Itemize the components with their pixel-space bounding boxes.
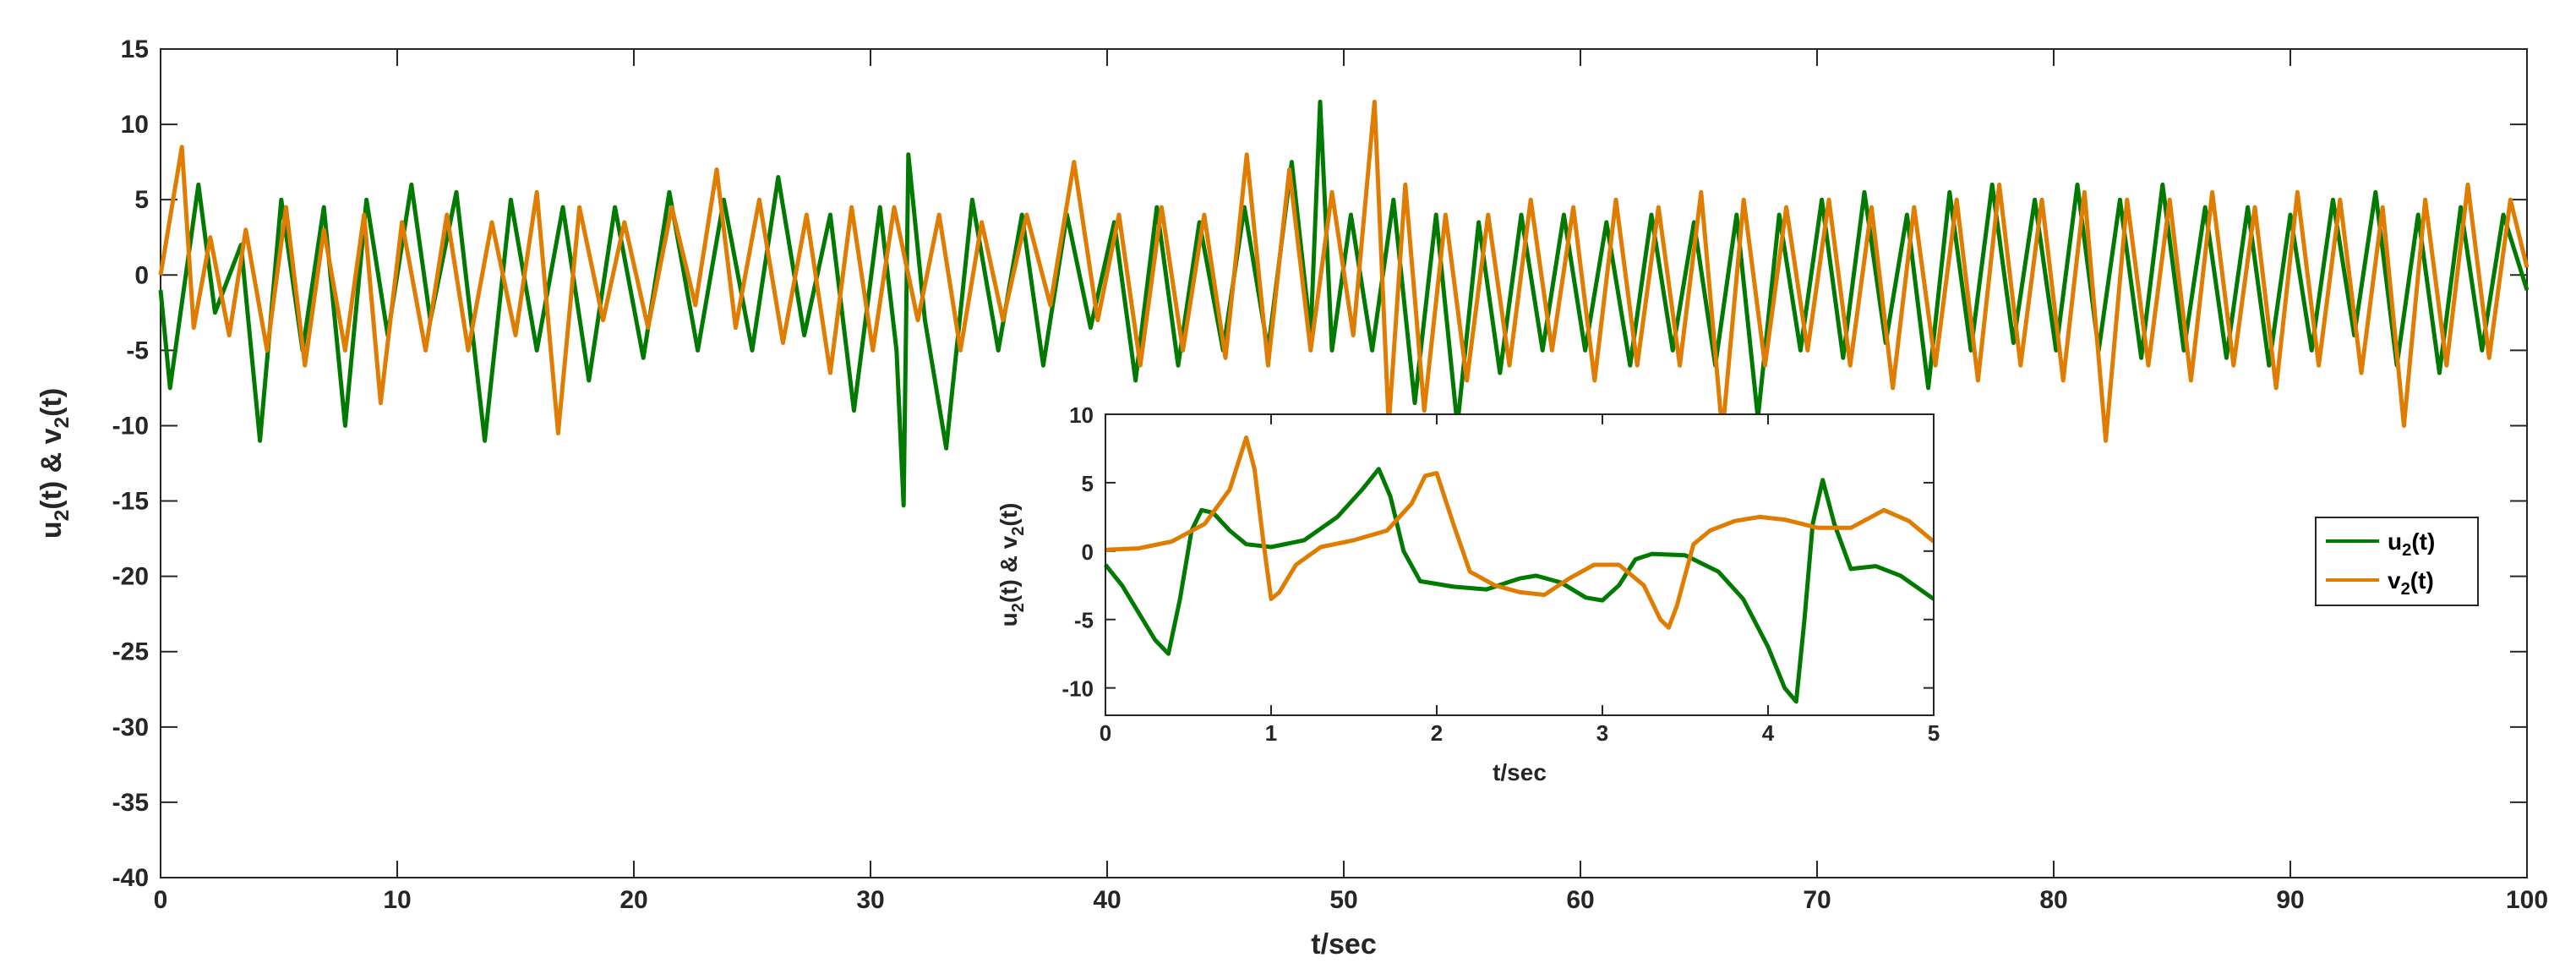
- main-x-tick-label-1: 10: [383, 886, 411, 914]
- main-y-tick-label-2: -30: [112, 714, 149, 741]
- main-x-tick-label-6: 60: [1566, 886, 1594, 914]
- main-x-axis-label: t/sec: [1311, 928, 1377, 960]
- main-y-label-sub1: 2: [51, 510, 74, 522]
- main-y-label-part1: u: [35, 521, 68, 539]
- inset-y-label-part3: (t): [996, 503, 1022, 527]
- inset-series-u2-line: [1104, 467, 1935, 704]
- main-series-u2-line: [158, 99, 2530, 508]
- legend-u2-sub: 2: [2402, 541, 2411, 560]
- inset-y-label-sub2: 2: [1009, 527, 1028, 536]
- inset-x-tick-label-0: 0: [1100, 720, 1111, 746]
- inset-series-v2-line: [1105, 435, 1935, 630]
- main-y-tick-label-9: 5: [134, 186, 149, 214]
- main-y-tick-label-4: -20: [112, 563, 149, 591]
- legend: u2(t) v2(t): [2315, 517, 2479, 606]
- inset-y-tick-label-3: 5: [1082, 471, 1094, 496]
- inset-y-label-part2: (t) & v: [996, 535, 1022, 603]
- main-y-axis-label: u2(t) & v2(t): [35, 388, 74, 539]
- main-y-tick-label-5: -15: [112, 488, 149, 516]
- inset-y-tick-label-4: 10: [1069, 402, 1094, 428]
- inset-x-tick-label-1: 1: [1265, 720, 1277, 746]
- main-y-label-part2: (t) & v: [35, 428, 68, 509]
- legend-box: [2315, 517, 2479, 606]
- inset-x-axis-label: t/sec: [1493, 759, 1547, 785]
- inset-x-tick-label-2: 2: [1431, 720, 1443, 746]
- main-y-tick-label-1: -35: [112, 789, 149, 817]
- main-x-tick-label-0: 0: [154, 886, 168, 914]
- legend-u2-end: (t): [2411, 528, 2435, 555]
- legend-label-u2: u2(t): [2388, 528, 2435, 560]
- main-y-label-part3: (t): [35, 388, 68, 417]
- main-y-tick-label-3: -25: [112, 638, 149, 666]
- legend-v2-sub: 2: [2401, 580, 2410, 599]
- main-x-tick-label-9: 90: [2276, 886, 2304, 914]
- inset-x-tick-label-5: 5: [1928, 720, 1940, 746]
- inset-y-tick-label-0: -10: [1062, 676, 1094, 702]
- main-x-tick-label-8: 80: [2039, 886, 2067, 914]
- main-series-group: [158, 99, 2530, 508]
- main-ticks: 0 10 20 30 40 50 60 70 80 90 100-40-35-30-25-20-15…: [112, 36, 2548, 914]
- inset-y-tick-label-1: -5: [1074, 608, 1094, 633]
- main-y-tick-label-8: 0: [134, 261, 149, 289]
- main-y-tick-label-6: -10: [112, 412, 149, 440]
- main-series-v2-line: [158, 99, 2530, 443]
- inset-x-tick-label-4: 4: [1762, 720, 1775, 746]
- main-y-tick-label-10: 10: [121, 111, 149, 139]
- inset-series-group: [1104, 435, 1935, 704]
- legend-v2-end: (t): [2410, 567, 2434, 594]
- main-x-tick-label-3: 30: [856, 886, 884, 914]
- main-y-tick-label-0: -40: [112, 864, 149, 892]
- legend-v2-main: v: [2388, 567, 2401, 594]
- main-x-tick-label-7: 70: [1803, 886, 1831, 914]
- inset-frame: [1105, 413, 1935, 716]
- main-x-tick-label-4: 40: [1093, 886, 1121, 914]
- legend-label-v2: v2(t): [2388, 567, 2434, 599]
- main-y-tick-label-7: -5: [126, 337, 149, 364]
- inset-y-label-sub1: 2: [1009, 603, 1028, 612]
- main-y-label-sub2: 2: [51, 417, 74, 429]
- inset-y-axis-label: u2(t) & v2(t): [996, 503, 1028, 627]
- inset-x-tick-label-3: 3: [1596, 720, 1608, 746]
- inset-y-tick-label-2: 0: [1082, 539, 1094, 565]
- legend-u2-main: u: [2388, 528, 2402, 555]
- main-y-tick-label-11: 15: [121, 36, 149, 63]
- main-x-tick-label-5: 50: [1329, 886, 1357, 914]
- main-x-tick-label-2: 20: [619, 886, 647, 914]
- inset-y-label-part1: u: [996, 612, 1022, 627]
- main-x-tick-label-10: 100: [2506, 886, 2548, 914]
